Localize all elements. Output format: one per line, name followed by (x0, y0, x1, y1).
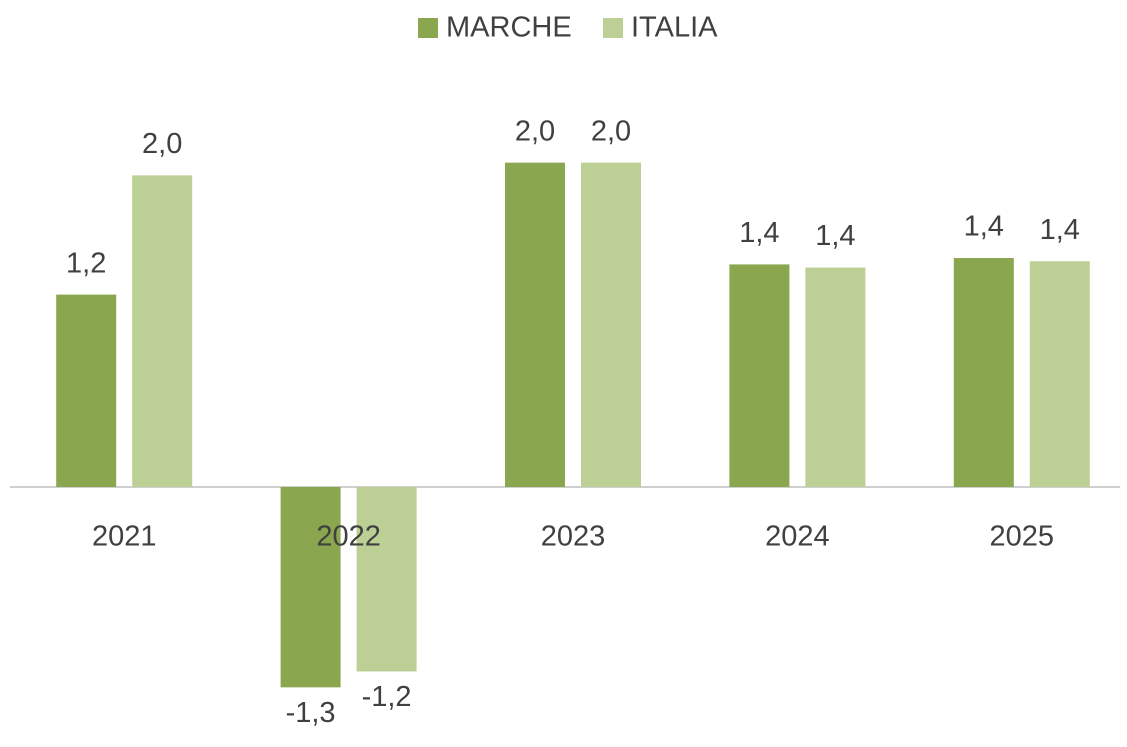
bar (805, 267, 866, 487)
data-label: 1,4 (1040, 214, 1080, 246)
x-tick-label: 2023 (541, 521, 606, 553)
bar (1029, 261, 1090, 487)
data-label: 1,4 (739, 217, 779, 249)
x-tick-label: 2021 (92, 521, 157, 553)
bar (56, 294, 117, 487)
bar (280, 487, 341, 688)
data-label: 1,4 (815, 220, 855, 252)
data-label: 2,0 (515, 115, 555, 147)
x-tick-label: 2025 (990, 521, 1055, 553)
data-label: 2,0 (142, 128, 182, 160)
data-label: -1,2 (362, 681, 412, 713)
bar (953, 258, 1014, 487)
bar (729, 264, 790, 487)
bar (132, 175, 193, 488)
x-tick-label: 2022 (316, 521, 381, 553)
bar (356, 487, 417, 672)
data-label: 2,0 (591, 115, 631, 147)
legend-label: MARCHE (446, 12, 572, 44)
x-tick-label: 2024 (765, 521, 830, 553)
bar (581, 162, 641, 487)
bar (505, 162, 565, 487)
legend-label: ITALIA (631, 12, 718, 44)
data-label: -1,3 (286, 697, 336, 729)
legend-swatch (603, 18, 623, 38)
data-label: 1,4 (964, 211, 1004, 243)
data-label: 1,2 (66, 247, 106, 279)
legend-swatch (418, 18, 438, 38)
